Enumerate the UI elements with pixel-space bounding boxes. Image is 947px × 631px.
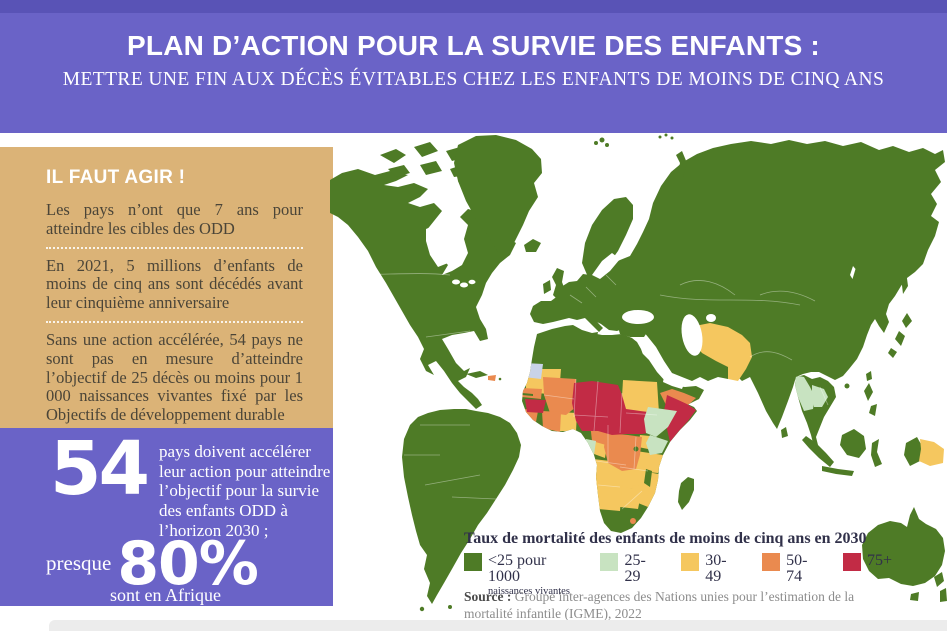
senegal bbox=[522, 388, 542, 399]
bottom-strip bbox=[49, 620, 947, 631]
stats-box: 54 pays doivent accélérer leur action po… bbox=[0, 428, 333, 606]
legend-item: 25-29 bbox=[600, 553, 660, 585]
header-band: PLAN D’ACTION POUR LA SURVIE DES ENFANTS… bbox=[0, 0, 947, 133]
action-heading: IL FAUT AGIR ! bbox=[46, 167, 186, 188]
world-map bbox=[330, 125, 947, 631]
stat-54-text: pays doivent accélérer leur action pour … bbox=[158, 442, 331, 540]
south-america bbox=[402, 409, 521, 604]
call-to-action-box: IL FAUT AGIR ! Les pays n’ont que 7 ans … bbox=[0, 147, 333, 428]
legend-label: 75+ bbox=[866, 552, 892, 569]
great-lakes bbox=[452, 279, 460, 285]
region-no-data bbox=[524, 363, 543, 379]
world-map-svg bbox=[330, 133, 947, 612]
western-sahara bbox=[524, 363, 543, 379]
legend-swatch bbox=[842, 553, 861, 571]
black-sea bbox=[622, 310, 654, 324]
dark-green-overlays bbox=[522, 393, 652, 487]
madagascar bbox=[678, 477, 694, 510]
papua-new-guinea bbox=[919, 439, 944, 466]
legend-label: <25 pour 1000 bbox=[488, 552, 547, 585]
stat-80-value: 80% bbox=[117, 528, 259, 599]
myanmar bbox=[795, 375, 815, 411]
botswana bbox=[618, 487, 642, 509]
lake-baikal bbox=[850, 266, 856, 279]
gabon bbox=[584, 439, 596, 455]
north-america bbox=[330, 169, 516, 409]
legend-label: 25-29 bbox=[624, 552, 646, 585]
stat-80-suffix: sont en Afrique bbox=[110, 584, 221, 605]
baltic-sea bbox=[592, 253, 620, 279]
legend-item: 50-74 bbox=[762, 553, 822, 585]
aral-sea bbox=[706, 314, 716, 322]
gambia bbox=[522, 393, 533, 396]
eurasia bbox=[530, 140, 945, 429]
equatorial-guinea bbox=[586, 435, 590, 439]
legend-label: 30-49 bbox=[705, 552, 727, 585]
laos bbox=[812, 385, 828, 407]
sudan bbox=[622, 380, 659, 413]
legend-title: Taux de mortalité des enfants de moins d… bbox=[464, 530, 867, 547]
stat-80-prefix: presque bbox=[46, 551, 112, 576]
landmass-green bbox=[330, 133, 947, 612]
seas-lakes bbox=[426, 223, 856, 389]
dotted-divider bbox=[46, 246, 303, 249]
page-title: PLAN D’ACTION POUR LA SURVIE DES ENFANTS… bbox=[127, 30, 820, 61]
caspian-sea bbox=[681, 314, 703, 356]
legend-item: 75+ bbox=[842, 552, 892, 571]
niger-chad-nigeria-car-ssudan bbox=[572, 381, 659, 435]
namibia bbox=[594, 481, 622, 511]
ethiopia bbox=[644, 407, 677, 437]
source-text: Groupe inter-agences des Nations unies p… bbox=[464, 589, 855, 621]
ghana-benin bbox=[559, 412, 577, 431]
legend-label: 50-74 bbox=[786, 552, 808, 585]
somalia bbox=[664, 395, 696, 442]
tanzania bbox=[636, 451, 663, 473]
action-paragraph-1: Les pays n’ont que 7 ans pour atteindre … bbox=[46, 200, 303, 238]
header-top-strip bbox=[0, 0, 947, 13]
legend-sublabel: naissances vivantes bbox=[488, 586, 570, 597]
regions-75plus bbox=[525, 381, 696, 442]
malawi bbox=[644, 469, 652, 487]
legend-item: <25 pour 1000 naissances vivantes bbox=[464, 553, 579, 598]
dr-congo bbox=[604, 433, 642, 471]
stat-54-row: 54 pays doivent accélérer leur action po… bbox=[0, 428, 333, 541]
legend-row: <25 pour 1000 naissances vivantes 25-29 3… bbox=[464, 553, 892, 598]
guinea bbox=[525, 399, 546, 413]
lesotho bbox=[630, 518, 636, 524]
legend-swatch bbox=[464, 553, 482, 571]
country-borders bbox=[333, 272, 829, 510]
mali-burkina bbox=[543, 377, 576, 415]
legend-swatch bbox=[600, 553, 619, 571]
hudson-bay bbox=[426, 223, 448, 267]
rwanda-burundi bbox=[633, 446, 639, 452]
map-source: Source : Groupe inter-agences des Nation… bbox=[464, 589, 876, 623]
source-label: Source : bbox=[464, 589, 512, 604]
kenya bbox=[646, 435, 668, 455]
legend-swatch bbox=[762, 553, 781, 571]
australia bbox=[862, 507, 945, 586]
stat-54-value: 54 bbox=[50, 426, 150, 512]
afghanistan-pakistan bbox=[690, 323, 752, 381]
haiti bbox=[488, 375, 496, 381]
cote-divoire bbox=[542, 411, 561, 432]
action-paragraph-3: Sans une action accélérée, 54 pays ne so… bbox=[46, 329, 303, 425]
page-subtitle: METTRE UNE FIN AUX DÉCÈS ÉVITABLES CHEZ … bbox=[62, 69, 885, 90]
action-paragraph-2: En 2021, 5 millions d’enfants de moins d… bbox=[46, 255, 303, 313]
stat-80-row: presque 80% bbox=[46, 528, 333, 599]
map-legend: Taux de mortalité des enfants de moins d… bbox=[464, 530, 892, 598]
legend-item: 30-49 bbox=[681, 553, 741, 585]
greenland bbox=[454, 135, 542, 260]
legend-swatch bbox=[681, 553, 700, 571]
dotted-divider bbox=[46, 320, 303, 323]
persian-gulf bbox=[663, 377, 684, 389]
